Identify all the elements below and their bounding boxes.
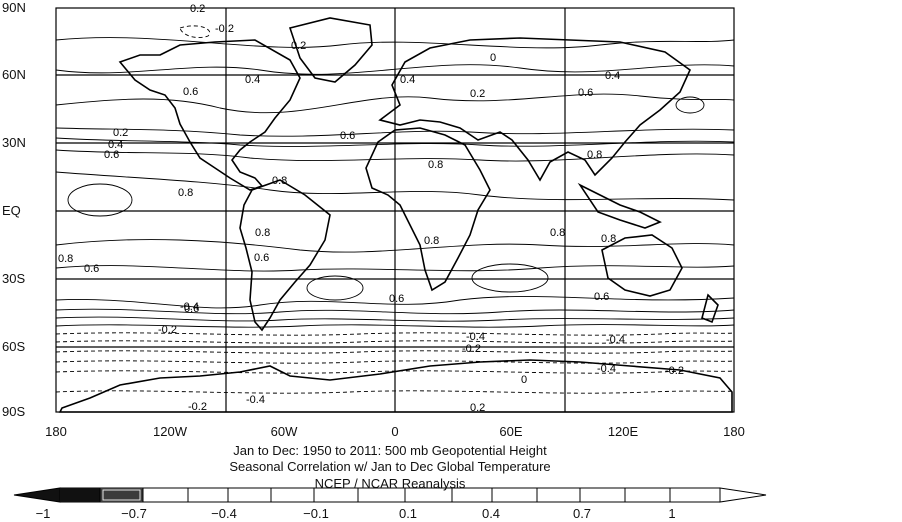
lat-label-60n: 60N bbox=[2, 67, 26, 82]
contour-label: 0 bbox=[521, 374, 527, 386]
continents bbox=[58, 17, 733, 413]
south-america bbox=[239, 179, 331, 332]
colorbar-tick-label: −0.4 bbox=[211, 506, 237, 521]
contour-label: -0.2 bbox=[188, 401, 207, 413]
contour-label: -0.4 bbox=[246, 394, 265, 406]
colorbar-tick-label: −0.7 bbox=[121, 506, 147, 521]
north-america bbox=[118, 39, 301, 191]
contour-label: 0.8 bbox=[428, 159, 443, 171]
contour-label: 0.8 bbox=[58, 253, 73, 265]
colorbar-tick-label: 1 bbox=[668, 506, 676, 521]
contour-label: 0.8 bbox=[178, 187, 193, 199]
contour-label: 0.6 bbox=[104, 149, 119, 161]
contour-label: 0.4 bbox=[605, 70, 620, 82]
contour-label: 0.8 bbox=[587, 149, 602, 161]
negative-contours bbox=[55, 25, 735, 394]
contour-label: 0.2 bbox=[470, 88, 485, 100]
southeast-asia bbox=[577, 182, 662, 229]
greenland bbox=[288, 17, 373, 83]
contour-label: 0.6 bbox=[340, 130, 355, 142]
contour-label: -0.4 bbox=[606, 334, 625, 346]
colorbar-tick-label: −0.1 bbox=[303, 506, 329, 521]
contour-label: -0.4 bbox=[466, 331, 485, 343]
contour-label: -0.2 bbox=[158, 324, 177, 336]
contour-label: 0.6 bbox=[594, 291, 609, 303]
contour-label: 0.2 bbox=[291, 40, 306, 52]
contour-label: -0.2 bbox=[462, 343, 481, 355]
lat-label-60s: 60S bbox=[2, 339, 26, 354]
lon-label-180w: 180 bbox=[45, 424, 67, 439]
lat-label-30n: 30N bbox=[2, 135, 26, 150]
caption-subtitle: Seasonal Correlation w/ Jan to Dec Globa… bbox=[229, 459, 551, 474]
contour-label: -0.2 bbox=[215, 23, 234, 35]
lon-label-60e: 60E bbox=[499, 424, 523, 439]
contour-label: 0.8 bbox=[601, 233, 616, 245]
lat-label-90n: 90N bbox=[2, 0, 26, 15]
contour-label: 0.4 bbox=[245, 74, 260, 86]
contour-label: 0.6 bbox=[183, 86, 198, 98]
caption-title: Jan to Dec: 1950 to 2011: 500 mb Geopote… bbox=[233, 443, 547, 458]
eurasia bbox=[378, 37, 691, 182]
contour-label: 0.8 bbox=[272, 175, 287, 187]
contour-label: 0.8 bbox=[255, 227, 270, 239]
contour-label: 0.4 bbox=[400, 74, 415, 86]
positive-contours bbox=[55, 37, 735, 328]
contour-label: -0.2 bbox=[665, 365, 684, 377]
graticule bbox=[56, 8, 734, 412]
lat-label-30s: 30S bbox=[2, 271, 26, 286]
contour-label: 0.6 bbox=[578, 87, 593, 99]
colorbar-tick-label: 0.4 bbox=[481, 506, 501, 521]
colorbar-tick-label: 0.1 bbox=[398, 506, 418, 521]
colorbar-tick-label: −1 bbox=[35, 506, 51, 521]
contour-label: 0.6 bbox=[254, 252, 269, 264]
colorbar-tick-label: 0.7 bbox=[572, 506, 592, 521]
contour-labels: 0.2 -0.2 0.2 0.4 0.6 0.4 0 0.2 0.4 0.6 0… bbox=[58, 3, 684, 414]
contour-label: 0.8 bbox=[550, 227, 565, 239]
lon-label-180e: 180 bbox=[723, 424, 745, 439]
lon-label-60w: 60W bbox=[270, 424, 298, 439]
lat-label-90s: 90S bbox=[2, 404, 26, 419]
lon-label-0: 0 bbox=[391, 424, 399, 439]
contour-label: -0.4 bbox=[597, 363, 616, 375]
lat-label-eq: EQ bbox=[2, 203, 21, 218]
contour-label: 0.6 bbox=[389, 293, 404, 305]
contour-label: 0.2 bbox=[470, 402, 485, 414]
contour-label: 0.2 bbox=[190, 3, 205, 15]
lon-label-120w: 120W bbox=[153, 424, 187, 439]
africa bbox=[365, 127, 491, 292]
contour-label: 0 bbox=[490, 52, 496, 64]
contour-label: 0.2 bbox=[113, 127, 128, 139]
contour-label: -0.4 bbox=[180, 301, 199, 313]
caption-source: NCEP / NCAR Reanalysis bbox=[314, 476, 466, 491]
contour-label: 0.8 bbox=[424, 235, 439, 247]
lon-label-120e: 120E bbox=[607, 424, 639, 439]
contour-label: 0.4 bbox=[108, 139, 123, 151]
contour-label: 0.6 bbox=[184, 303, 199, 315]
contour-label: 0.6 bbox=[84, 263, 99, 275]
new-zealand bbox=[701, 293, 719, 324]
colorbar bbox=[13, 487, 767, 503]
antarctica bbox=[58, 359, 733, 413]
